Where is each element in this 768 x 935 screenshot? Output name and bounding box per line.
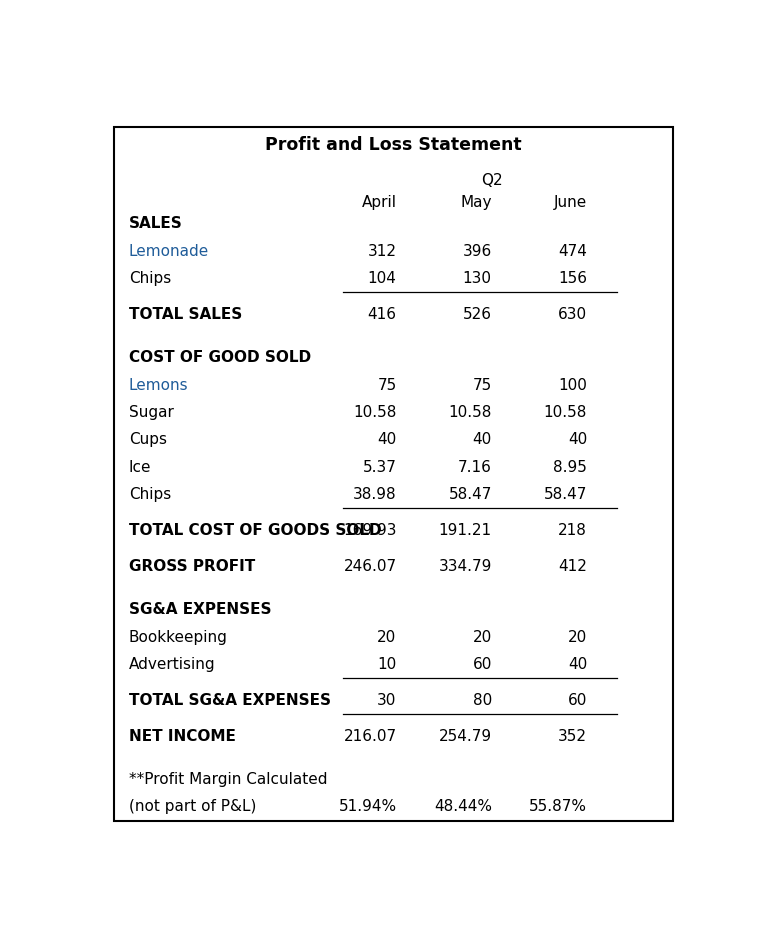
Text: 104: 104 bbox=[368, 271, 396, 286]
Text: 8.95: 8.95 bbox=[553, 460, 587, 475]
Text: 246.07: 246.07 bbox=[343, 559, 396, 574]
Text: 58.47: 58.47 bbox=[544, 487, 587, 502]
Text: **Profit Margin Calculated: **Profit Margin Calculated bbox=[129, 772, 327, 787]
Text: 48.44%: 48.44% bbox=[434, 799, 492, 814]
Text: Lemonade: Lemonade bbox=[129, 244, 209, 259]
Text: 40: 40 bbox=[568, 432, 587, 447]
Text: 526: 526 bbox=[463, 307, 492, 322]
Text: 20: 20 bbox=[377, 629, 396, 644]
Text: SALES: SALES bbox=[129, 216, 183, 231]
Text: 30: 30 bbox=[377, 693, 396, 708]
Text: 60: 60 bbox=[568, 693, 587, 708]
Text: TOTAL COST OF GOODS SOLD: TOTAL COST OF GOODS SOLD bbox=[129, 523, 382, 538]
Text: 412: 412 bbox=[558, 559, 587, 574]
Text: 38.98: 38.98 bbox=[353, 487, 396, 502]
Text: 630: 630 bbox=[558, 307, 587, 322]
Text: Chips: Chips bbox=[129, 487, 171, 502]
Text: Bookkeeping: Bookkeeping bbox=[129, 629, 227, 644]
Text: SG&A EXPENSES: SG&A EXPENSES bbox=[129, 602, 271, 617]
Text: Cups: Cups bbox=[129, 432, 167, 447]
Text: COST OF GOOD SOLD: COST OF GOOD SOLD bbox=[129, 351, 311, 366]
Text: Q2: Q2 bbox=[481, 173, 502, 188]
Text: 55.87%: 55.87% bbox=[529, 799, 587, 814]
Text: 254.79: 254.79 bbox=[439, 729, 492, 744]
Text: 40: 40 bbox=[568, 657, 587, 672]
Text: GROSS PROFIT: GROSS PROFIT bbox=[129, 559, 255, 574]
Text: (not part of P&L): (not part of P&L) bbox=[129, 799, 256, 814]
Text: NET INCOME: NET INCOME bbox=[129, 729, 236, 744]
Text: June: June bbox=[554, 194, 587, 209]
Text: Lemons: Lemons bbox=[129, 378, 188, 393]
Text: 40: 40 bbox=[377, 432, 396, 447]
Text: 334.79: 334.79 bbox=[439, 559, 492, 574]
Text: 416: 416 bbox=[368, 307, 396, 322]
Text: 10.58: 10.58 bbox=[353, 405, 396, 420]
Text: 51.94%: 51.94% bbox=[339, 799, 396, 814]
Text: 40: 40 bbox=[472, 432, 492, 447]
Text: Chips: Chips bbox=[129, 271, 171, 286]
Text: Advertising: Advertising bbox=[129, 657, 215, 672]
Text: 312: 312 bbox=[368, 244, 396, 259]
Text: Sugar: Sugar bbox=[129, 405, 174, 420]
Text: 80: 80 bbox=[472, 693, 492, 708]
Text: 75: 75 bbox=[472, 378, 492, 393]
Text: May: May bbox=[460, 194, 492, 209]
Text: 218: 218 bbox=[558, 523, 587, 538]
Text: April: April bbox=[362, 194, 396, 209]
Text: 396: 396 bbox=[462, 244, 492, 259]
Text: 60: 60 bbox=[472, 657, 492, 672]
Text: 10: 10 bbox=[377, 657, 396, 672]
Text: 10.58: 10.58 bbox=[544, 405, 587, 420]
FancyBboxPatch shape bbox=[114, 126, 674, 821]
Text: 58.47: 58.47 bbox=[449, 487, 492, 502]
Text: 7.16: 7.16 bbox=[458, 460, 492, 475]
Text: Profit and Loss Statement: Profit and Loss Statement bbox=[265, 136, 522, 153]
Text: TOTAL SALES: TOTAL SALES bbox=[129, 307, 242, 322]
Text: 130: 130 bbox=[463, 271, 492, 286]
Text: 352: 352 bbox=[558, 729, 587, 744]
Text: 5.37: 5.37 bbox=[362, 460, 396, 475]
Text: 191.21: 191.21 bbox=[439, 523, 492, 538]
Text: 169.93: 169.93 bbox=[343, 523, 396, 538]
Text: 216.07: 216.07 bbox=[343, 729, 396, 744]
Text: 20: 20 bbox=[568, 629, 587, 644]
Text: TOTAL SG&A EXPENSES: TOTAL SG&A EXPENSES bbox=[129, 693, 331, 708]
Text: Ice: Ice bbox=[129, 460, 151, 475]
Text: 474: 474 bbox=[558, 244, 587, 259]
Text: 100: 100 bbox=[558, 378, 587, 393]
Text: 10.58: 10.58 bbox=[449, 405, 492, 420]
Text: 156: 156 bbox=[558, 271, 587, 286]
Text: 20: 20 bbox=[472, 629, 492, 644]
Text: 75: 75 bbox=[377, 378, 396, 393]
